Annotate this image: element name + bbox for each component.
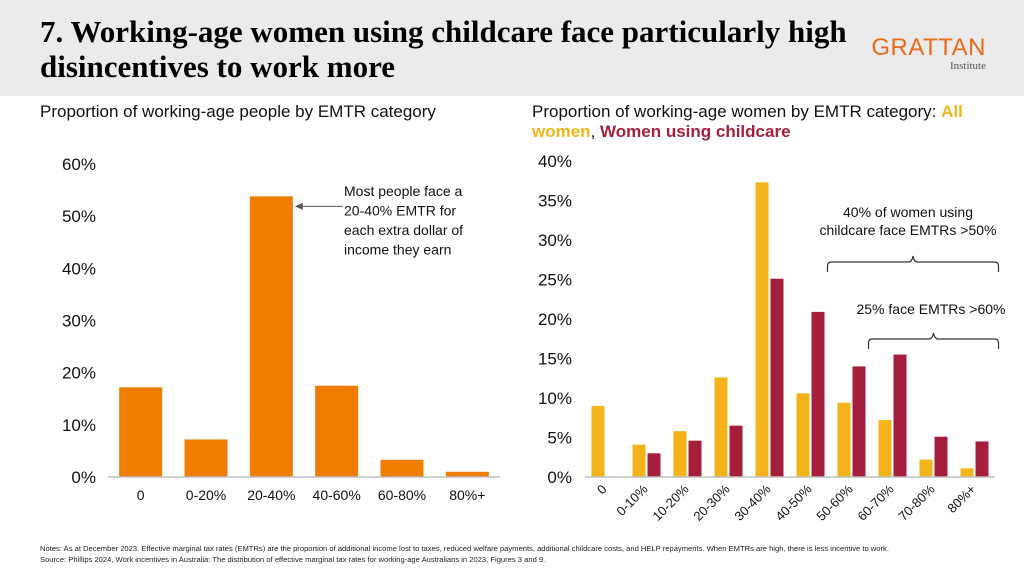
bar: [714, 377, 728, 477]
bar: [796, 393, 810, 477]
logo-name: GRATTAN: [871, 34, 986, 61]
bracket-above-50: [826, 255, 1000, 272]
right-chart-subtitle: Proportion of working-age women by EMTR …: [532, 102, 1002, 142]
x-tick-label: 0: [594, 482, 610, 498]
y-tick-label: 10%: [538, 389, 572, 408]
x-tick-label: 50-60%: [813, 481, 856, 524]
y-tick-label: 0%: [547, 468, 572, 487]
x-tick-label: 40-60%: [313, 487, 361, 503]
annotation-text: 25% face EMTRs >60%: [856, 301, 1005, 317]
annotation-text: childcare face EMTRs >50%: [819, 222, 996, 238]
bar: [445, 471, 489, 477]
bar: [878, 420, 892, 477]
annotation-text: 40% of women using: [843, 204, 973, 220]
x-tick-label: 0-20%: [186, 487, 226, 503]
y-tick-label: 60%: [62, 155, 96, 174]
bar: [770, 278, 784, 477]
y-tick-label: 20%: [62, 364, 96, 383]
bar: [893, 354, 907, 477]
notes: Notes: As at December 2023. Effective ma…: [40, 544, 1000, 565]
x-tick-label: 10-20%: [649, 481, 692, 524]
y-tick-label: 30%: [538, 231, 572, 250]
bar: [647, 453, 661, 477]
header-band: [0, 0, 1024, 96]
annotation-text: each extra dollar of: [344, 222, 463, 238]
bar: [960, 468, 974, 477]
right-subtitle-prefix: Proportion of working-age women by EMTR …: [532, 102, 942, 121]
x-tick-label: 80%+: [944, 482, 978, 516]
annotation-text: Most people face a: [344, 183, 463, 199]
grattan-logo: GRATTAN Institute: [868, 34, 986, 73]
y-tick-label: 10%: [62, 416, 96, 435]
bar: [729, 425, 743, 477]
x-tick-label: 20-40%: [247, 487, 295, 503]
page-title: 7. Working-age women using childcare fac…: [40, 14, 847, 84]
bar: [975, 441, 989, 477]
annotation-arrow-head: [294, 202, 303, 210]
y-tick-label: 30%: [62, 312, 96, 331]
x-tick-label: 60-80%: [378, 487, 426, 503]
y-tick-label: 5%: [547, 429, 572, 448]
bar: [184, 439, 228, 477]
y-tick-label: 35%: [538, 192, 572, 211]
y-tick-label: 0%: [71, 468, 96, 487]
bar: [811, 311, 825, 477]
y-tick-label: 50%: [62, 207, 96, 226]
bar: [755, 182, 769, 477]
bar: [673, 431, 687, 477]
bar: [591, 405, 605, 477]
y-tick-label: 15%: [538, 350, 572, 369]
y-tick-label: 40%: [538, 152, 572, 171]
annotation-text: income they earn: [344, 242, 451, 258]
annotation-text: 20-40% EMTR for: [344, 203, 456, 219]
bar: [919, 459, 933, 477]
x-tick-label: 30-40%: [731, 481, 774, 524]
logo-sub: Institute: [949, 60, 986, 72]
y-tick-label: 20%: [538, 310, 572, 329]
x-tick-label: 20-30%: [690, 481, 733, 524]
bar: [249, 196, 293, 478]
bar: [852, 366, 866, 477]
bar: [119, 387, 163, 477]
x-tick-label: 0-10%: [613, 481, 650, 518]
bar: [632, 444, 646, 477]
x-tick-label: 40-50%: [772, 481, 815, 524]
y-tick-label: 25%: [538, 271, 572, 290]
x-tick-label: 80%+: [449, 487, 485, 503]
source-text: Source: Phillips 2024, Work incentives i…: [40, 554, 546, 564]
x-tick-label: 60-70%: [854, 481, 897, 524]
x-tick-label: 70-80%: [895, 481, 938, 524]
bracket-above-60: [867, 332, 1000, 349]
bar: [837, 402, 851, 477]
legend-women-childcare: Women using childcare: [600, 122, 791, 141]
left-chart-subtitle: Proportion of working-age people by EMTR…: [40, 102, 436, 121]
notes-text: Notes: As at December 2023. Effective ma…: [40, 544, 889, 553]
y-tick-label: 40%: [62, 259, 96, 278]
bar: [380, 459, 424, 477]
x-tick-label: 0: [137, 487, 145, 503]
bar: [315, 385, 359, 477]
legend-all-women: All women: [532, 102, 963, 141]
bar: [934, 436, 948, 477]
bar: [688, 440, 702, 477]
right-subtitle-sep: ,: [590, 122, 601, 141]
